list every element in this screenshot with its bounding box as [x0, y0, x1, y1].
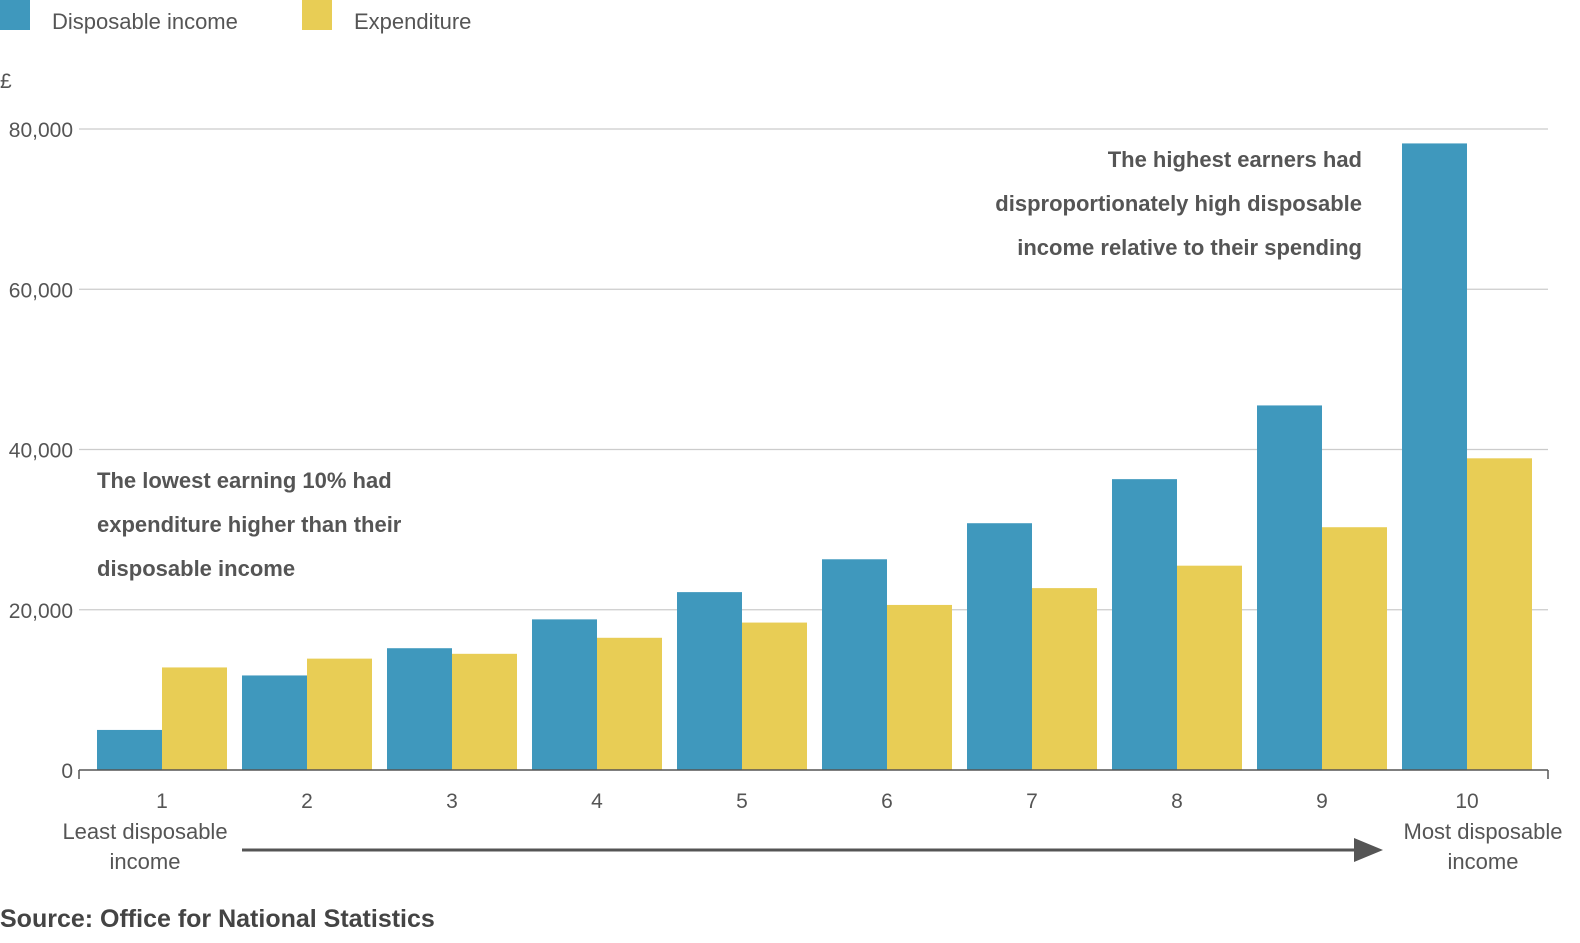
bar-expenditure	[887, 604, 952, 770]
annotation-highest-earners: The highest earners had disproportionate…	[940, 138, 1362, 270]
end-label-line: Least disposable	[62, 819, 228, 844]
annotation-line: The highest earners had	[1107, 147, 1362, 172]
x-end-label-most: Most disposable income	[1390, 817, 1576, 877]
x-tick-label: 9	[1316, 790, 1328, 813]
x-tick-label: 5	[736, 790, 748, 813]
y-tick-label: 20,000	[9, 600, 73, 623]
y-tick-label: 80,000	[9, 119, 73, 142]
y-tick-label: 60,000	[9, 279, 73, 302]
source-note: Source: Office for National Statistics	[0, 905, 435, 933]
bar-expenditure	[452, 653, 517, 770]
arrow-head-icon	[1354, 838, 1383, 862]
bar-expenditure	[162, 667, 227, 770]
annotation-line: expenditure higher than their	[97, 512, 402, 537]
x-tick-label: 6	[881, 790, 893, 813]
legend-item-income: Disposable income	[0, 0, 238, 35]
bar-expenditure	[307, 658, 372, 770]
bar-disposable-income	[1112, 479, 1177, 770]
x-tick-label: 4	[591, 790, 603, 813]
x-tick-label: 7	[1026, 790, 1038, 813]
bar-disposable-income	[677, 592, 742, 770]
annotation-lowest-earners: The lowest earning 10% had expenditure h…	[97, 459, 457, 591]
bar-disposable-income	[387, 648, 452, 770]
x-tick-label: 10	[1455, 790, 1478, 813]
y-axis-unit: £	[0, 70, 12, 93]
bar-disposable-income	[532, 619, 597, 770]
income-swatch	[0, 0, 30, 30]
y-tick-label: 40,000	[9, 440, 73, 463]
x-tick-label: 2	[301, 790, 313, 813]
x-tick-label: 8	[1171, 790, 1183, 813]
annotation-line: income relative to their spending	[1017, 235, 1362, 260]
bar-expenditure	[1467, 458, 1532, 770]
bar-expenditure	[1322, 527, 1387, 770]
annotation-line: disproportionately high disposable	[995, 191, 1362, 216]
bar-disposable-income	[822, 559, 887, 770]
bar-disposable-income	[242, 675, 307, 770]
annotation-line: The lowest earning 10% had	[97, 468, 392, 493]
bar-expenditure	[1032, 588, 1097, 770]
bar-expenditure	[742, 622, 807, 770]
expenditure-swatch	[302, 0, 332, 30]
legend-item-expenditure: Expenditure	[302, 0, 471, 35]
end-label-line: income	[109, 849, 181, 874]
bar-disposable-income	[1257, 405, 1322, 770]
bar-disposable-income	[967, 523, 1032, 770]
legend-label-expenditure: Expenditure	[354, 9, 472, 34]
x-end-label-least: Least disposable income	[40, 817, 250, 877]
bar-disposable-income	[97, 729, 162, 770]
legend-label-income: Disposable income	[52, 9, 238, 34]
bar-disposable-income	[1402, 143, 1467, 771]
x-tick-label: 3	[446, 790, 458, 813]
y-tick-label: 0	[61, 760, 73, 783]
end-label-line: income	[1447, 849, 1519, 874]
bar-expenditure	[597, 637, 662, 770]
annotation-line: disposable income	[97, 556, 296, 581]
end-label-line: Most disposable	[1403, 819, 1563, 844]
x-tick-label: 1	[156, 790, 168, 813]
bar-expenditure	[1177, 565, 1242, 770]
